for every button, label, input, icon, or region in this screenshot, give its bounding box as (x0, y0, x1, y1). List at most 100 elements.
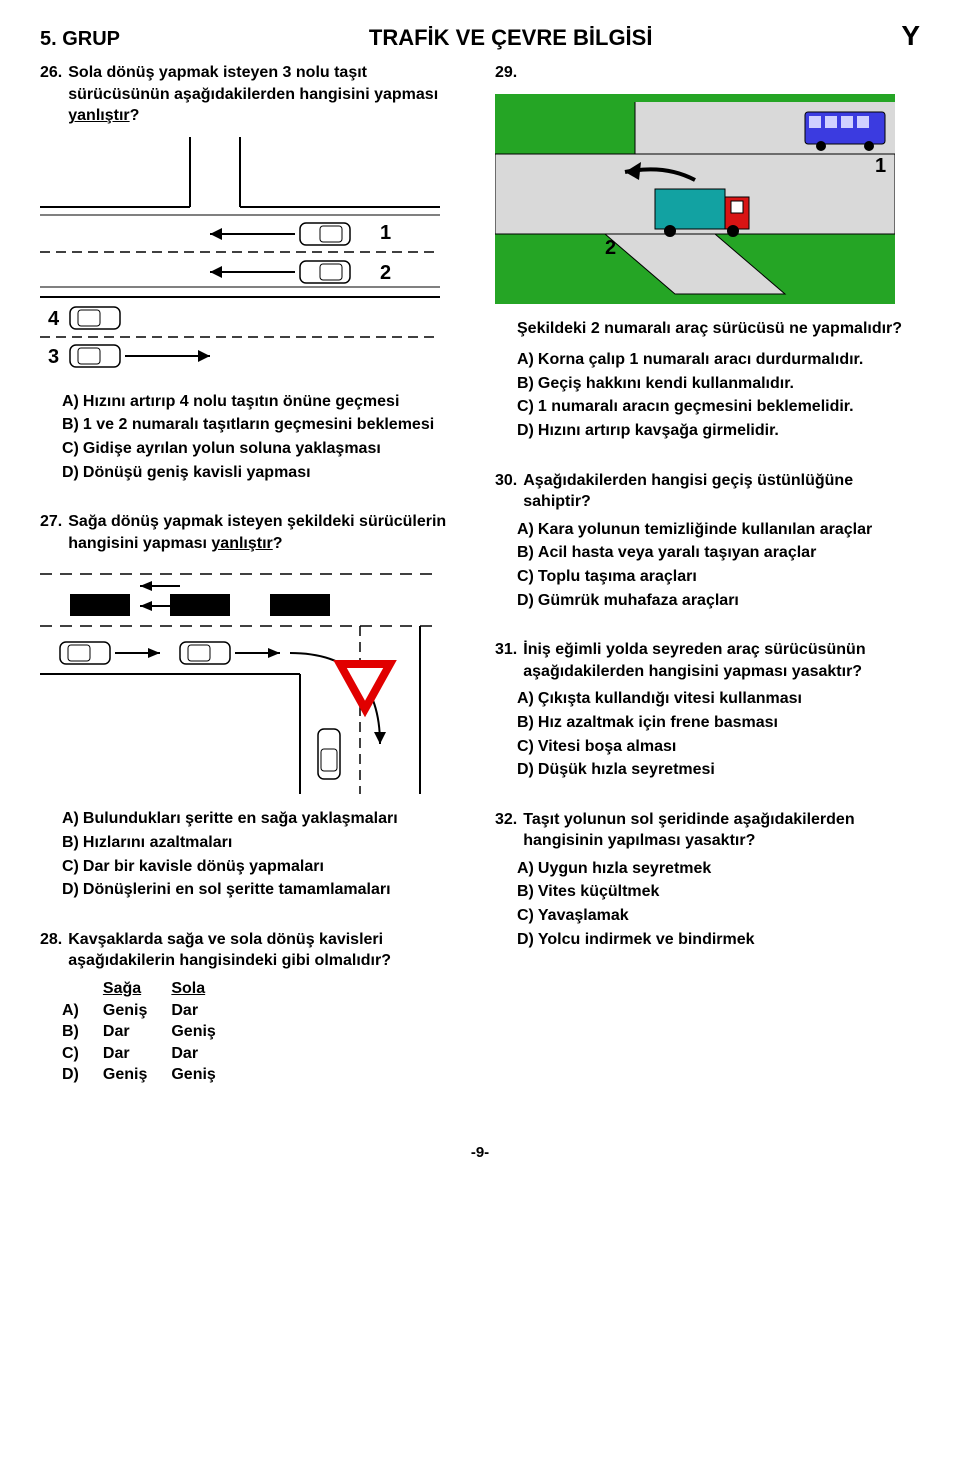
q27-C-label: C) (62, 856, 79, 878)
q28-number: 28. (40, 929, 62, 972)
table-row: D)GenişGeniş (62, 1064, 240, 1086)
q27-B: Hızlarını azaltmaları (83, 832, 465, 854)
q30-C: Toplu taşıma araçları (538, 566, 920, 588)
left-column: 26. Sola dönüş yapmak isteyen 3 nolu taş… (40, 62, 465, 1114)
q26-text-under: yanlıştır (68, 107, 129, 124)
q28-r2-c2: Dar (171, 1043, 239, 1065)
q28-r1-label: B) (62, 1021, 103, 1043)
q27-diagram (40, 564, 465, 794)
q29-C-label: C) (517, 396, 534, 418)
d26-label-4: 4 (48, 308, 60, 330)
q27-text-post: ? (273, 535, 283, 552)
q29-B-label: B) (517, 373, 534, 395)
question-29: 29. (495, 62, 920, 442)
q32-C-label: C) (517, 905, 534, 927)
q28-r3-label: D) (62, 1064, 103, 1086)
table-row: B)DarGeniş (62, 1021, 240, 1043)
q30-text: Aşağıdakilerden hangisi geçiş üstünlüğün… (523, 470, 920, 513)
q30-B-label: B) (517, 542, 534, 564)
d26-label-2: 2 (380, 262, 391, 284)
d29-label-2: 2 (605, 237, 616, 259)
q26-B-label: B) (62, 414, 79, 436)
q31-A-label: A) (517, 688, 534, 710)
q29-diagram: 1 2 (495, 94, 920, 304)
q28-col-saga: Sağa (103, 978, 171, 1000)
question-32: 32. Taşıt yolunun sol şeridinde aşağıdak… (495, 809, 920, 951)
q27-C: Dar bir kavisle dönüş yapmaları (83, 856, 465, 878)
q26-text-pre: Sola dönüş yapmak isteyen 3 nolu taşıt s… (68, 64, 438, 103)
q29-D: Hızını artırıp kavşağa girmelidir. (538, 420, 920, 442)
q31-text: İniş eğimli yolda seyreden araç sürücüsü… (523, 639, 920, 682)
q32-B: Vites küçültmek (538, 881, 920, 903)
q30-B: Acil hasta veya yaralı taşıyan araçlar (538, 542, 920, 564)
q30-D-label: D) (517, 590, 534, 612)
table-row: A)GenişDar (62, 1000, 240, 1022)
question-31: 31. İniş eğimli yolda seyreden araç sürü… (495, 639, 920, 781)
q32-text: Taşıt yolunun sol şeridinde aşağıdakiler… (523, 809, 920, 852)
q29-D-label: D) (517, 420, 534, 442)
content-columns: 26. Sola dönüş yapmak isteyen 3 nolu taş… (40, 62, 920, 1114)
d29-label-1: 1 (875, 155, 886, 177)
q31-D-label: D) (517, 759, 534, 781)
q32-number: 32. (495, 809, 517, 852)
header-title: TRAFİK VE ÇEVRE BİLGİSİ (369, 25, 653, 51)
q32-C: Yavaşlamak (538, 905, 920, 927)
q28-r2-c1: Dar (103, 1043, 171, 1065)
q32-D-label: D) (517, 929, 534, 951)
q26-text: Sola dönüş yapmak isteyen 3 nolu taşıt s… (68, 62, 465, 127)
d26-label-3: 3 (48, 346, 59, 368)
q28-text: Kavşaklarda sağa ve sola dönüş kavisleri… (68, 929, 465, 972)
question-27: 27. Sağa dönüş yapmak isteyen şekildeki … (40, 511, 465, 901)
q28-col-sola: Sola (171, 978, 239, 1000)
q31-B: Hız azaltmak için frene basması (538, 712, 920, 734)
question-26: 26. Sola dönüş yapmak isteyen 3 nolu taş… (40, 62, 465, 483)
right-column: 29. (495, 62, 920, 1114)
q30-D: Gümrük muhafaza araçları (538, 590, 920, 612)
q26-D: Dönüşü geniş kavisli yapması (83, 462, 465, 484)
table-row: C)DarDar (62, 1043, 240, 1065)
q26-D-label: D) (62, 462, 79, 484)
q29-subtext: Şekildeki 2 numaralı araç sürücüsü ne ya… (495, 318, 920, 340)
page-footer: -9- (40, 1144, 920, 1161)
q28-r2-label: C) (62, 1043, 103, 1065)
q27-text: Sağa dönüş yapmak isteyen şekildeki sürü… (68, 511, 465, 554)
yield-sign-icon (340, 664, 390, 709)
q27-D-label: D) (62, 879, 79, 901)
d26-label-1: 1 (380, 222, 391, 244)
q31-D: Düşük hızla seyretmesi (538, 759, 920, 781)
q29-B: Geçiş hakkını kendi kullanmalıdır. (538, 373, 920, 395)
question-30: 30. Aşağıdakilerden hangisi geçiş üstünl… (495, 470, 920, 612)
q26-number: 26. (40, 62, 62, 127)
q31-number: 31. (495, 639, 517, 682)
q29-A-label: A) (517, 349, 534, 371)
q31-C-label: C) (517, 736, 534, 758)
q27-number: 27. (40, 511, 62, 554)
q31-C: Vitesi boşa alması (538, 736, 920, 758)
page-header: 5. GRUP TRAFİK VE ÇEVRE BİLGİSİ Y (40, 20, 920, 52)
q30-C-label: C) (517, 566, 534, 588)
q28-r3-c1: Geniş (103, 1064, 171, 1086)
question-28: 28. Kavşaklarda sağa ve sola dönüş kavis… (40, 929, 465, 1086)
q27-D: Dönüşlerini en sol şeritte tamamlamaları (83, 879, 465, 901)
q26-A-label: A) (62, 391, 79, 413)
q28-r0-c1: Geniş (103, 1000, 171, 1022)
q29-A: Korna çalıp 1 numaralı aracı durdurmalıd… (538, 349, 920, 371)
q32-D: Yolcu indirmek ve bindirmek (538, 929, 920, 951)
header-group: 5. GRUP (40, 28, 120, 51)
q27-B-label: B) (62, 832, 79, 854)
q28-r0-label: A) (62, 1000, 103, 1022)
q31-B-label: B) (517, 712, 534, 734)
q27-A-label: A) (62, 808, 79, 830)
header-y: Y (901, 20, 920, 52)
q30-A: Kara yolunun temizliğinde kullanılan ara… (538, 519, 920, 541)
q26-diagram: 1 2 4 (40, 137, 465, 377)
q26-text-post: ? (130, 107, 140, 124)
q29-number: 29. (495, 62, 517, 84)
q32-A: Uygun hızla seyretmek (538, 858, 920, 880)
q26-A: Hızını artırıp 4 nolu taşıtın önüne geçm… (83, 391, 465, 413)
q32-B-label: B) (517, 881, 534, 903)
q28-r1-c2: Geniş (171, 1021, 239, 1043)
q32-A-label: A) (517, 858, 534, 880)
q26-B: 1 ve 2 numaralı taşıtların geçmesini bek… (83, 414, 465, 436)
q28-r3-c2: Geniş (171, 1064, 239, 1086)
